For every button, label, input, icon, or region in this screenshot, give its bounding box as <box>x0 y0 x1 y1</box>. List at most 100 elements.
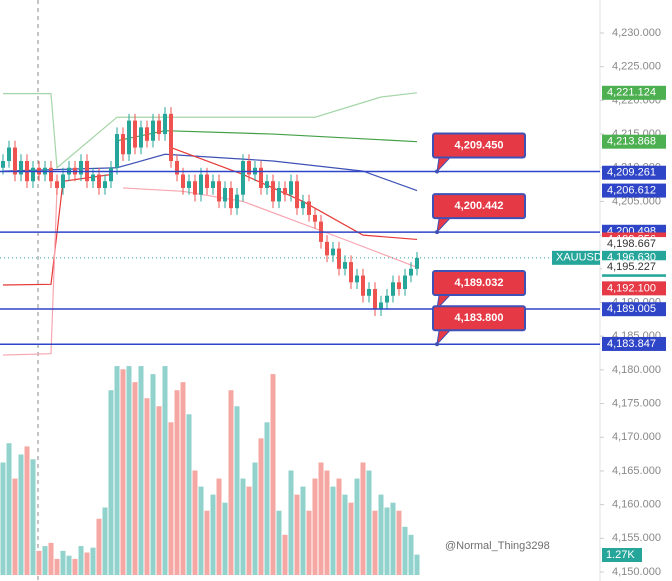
candle-body <box>361 275 365 296</box>
candle-body <box>301 201 305 209</box>
plot-area <box>0 92 600 575</box>
volume-bar <box>180 382 186 575</box>
y-tick-label: 4,170.000 <box>612 431 661 443</box>
price-tag-label: 4,183.847 <box>607 338 656 350</box>
price-tag <box>602 336 666 351</box>
price-tag-label: 4,192.100 <box>607 282 656 294</box>
candle-body <box>391 282 395 296</box>
candle-body <box>397 282 401 290</box>
candle-body <box>379 302 383 310</box>
price-tag <box>602 302 666 317</box>
candle-body <box>331 248 335 256</box>
volume-bar <box>396 510 402 575</box>
candle-body <box>295 181 299 209</box>
volume-bar <box>54 558 60 575</box>
volume-bar <box>132 382 138 575</box>
volume-bar <box>72 558 78 575</box>
candle-body <box>235 194 239 209</box>
volume-bar <box>300 486 306 575</box>
volume-bar <box>42 546 48 575</box>
price-tag-label: 4,195.227 <box>607 261 656 273</box>
candle-body <box>31 167 35 182</box>
candle-body <box>145 127 149 141</box>
volume-bar <box>330 486 336 575</box>
y-tick-label: 4,155.000 <box>612 532 661 544</box>
candle-body <box>181 174 185 188</box>
candle-body <box>193 181 197 195</box>
volume-bar <box>282 534 288 575</box>
candle-body <box>61 174 65 188</box>
candle-body <box>139 127 143 148</box>
volume-bar <box>18 454 24 575</box>
callout-box <box>432 193 526 220</box>
volume-bar <box>126 366 132 575</box>
volume-bar <box>186 414 192 575</box>
callout-label: 4,183.800 <box>455 312 504 324</box>
candle-body <box>223 187 227 202</box>
candle-body <box>1 161 5 168</box>
volume-bar <box>174 390 180 575</box>
y-tick-label: 4,175.000 <box>612 397 661 409</box>
candle-body <box>13 147 17 175</box>
volume-bar <box>78 546 84 575</box>
candle-body <box>217 181 221 202</box>
volume-bar <box>168 422 174 575</box>
volume-tag <box>602 548 642 562</box>
candle-body <box>247 161 251 175</box>
candle-body <box>97 174 101 188</box>
volume-bar <box>258 438 264 575</box>
candle-body <box>7 147 11 162</box>
volume-bar <box>318 462 324 575</box>
y-tick-label: 4,180.000 <box>612 364 661 376</box>
candle-body <box>127 120 131 155</box>
volume-bar <box>312 478 318 575</box>
level-anchor <box>435 169 439 174</box>
y-tick-label: 4,160.000 <box>612 499 661 511</box>
indicator-line <box>2 187 58 356</box>
volume-bar <box>204 510 210 575</box>
volume-bar <box>378 494 384 575</box>
price-tag <box>602 237 666 252</box>
volume-bar <box>276 510 282 575</box>
candle-body <box>325 241 329 256</box>
candle-body <box>349 262 353 283</box>
candle-body <box>205 174 209 188</box>
callout-box <box>432 132 526 159</box>
candle-body <box>307 201 311 215</box>
level-anchor <box>435 342 439 347</box>
candle-body <box>409 268 413 276</box>
y-tick-label: 4,230.000 <box>612 27 661 39</box>
callout-label: 4,200.442 <box>455 200 504 212</box>
symbol-tag <box>552 250 600 265</box>
volume-bar <box>156 406 162 575</box>
volume-bar <box>84 552 90 575</box>
symbol-label: XAUUSD <box>556 252 602 264</box>
volume-bar <box>108 390 114 575</box>
candle-body <box>313 214 317 222</box>
y-tick-label: 4,205.000 <box>612 195 661 207</box>
price-tag <box>602 134 666 149</box>
candle-body <box>373 289 377 310</box>
volume-bar <box>66 555 72 575</box>
candle-body <box>277 187 281 202</box>
indicator-line <box>122 187 418 268</box>
volume-bar <box>414 554 420 575</box>
price-tag-label: 4,198.667 <box>607 238 656 250</box>
volume-bar <box>288 470 294 575</box>
level-anchor <box>435 230 439 235</box>
y-tick-label: 4,165.000 <box>612 465 661 477</box>
candle-body <box>385 295 389 303</box>
volume-bar <box>12 478 18 575</box>
volume-bar <box>324 470 330 575</box>
volume-bar <box>384 507 390 575</box>
watermark: @Normal_Thing3298 <box>445 540 550 552</box>
candle-body <box>79 161 83 175</box>
volume-bar <box>90 547 96 575</box>
price-tag <box>602 85 666 100</box>
volume-bar <box>144 398 150 575</box>
volume-bar <box>36 550 42 575</box>
volume-bar <box>102 507 108 575</box>
volume-bar <box>138 366 144 575</box>
candle-body <box>175 161 179 175</box>
volume-bar <box>354 478 360 575</box>
